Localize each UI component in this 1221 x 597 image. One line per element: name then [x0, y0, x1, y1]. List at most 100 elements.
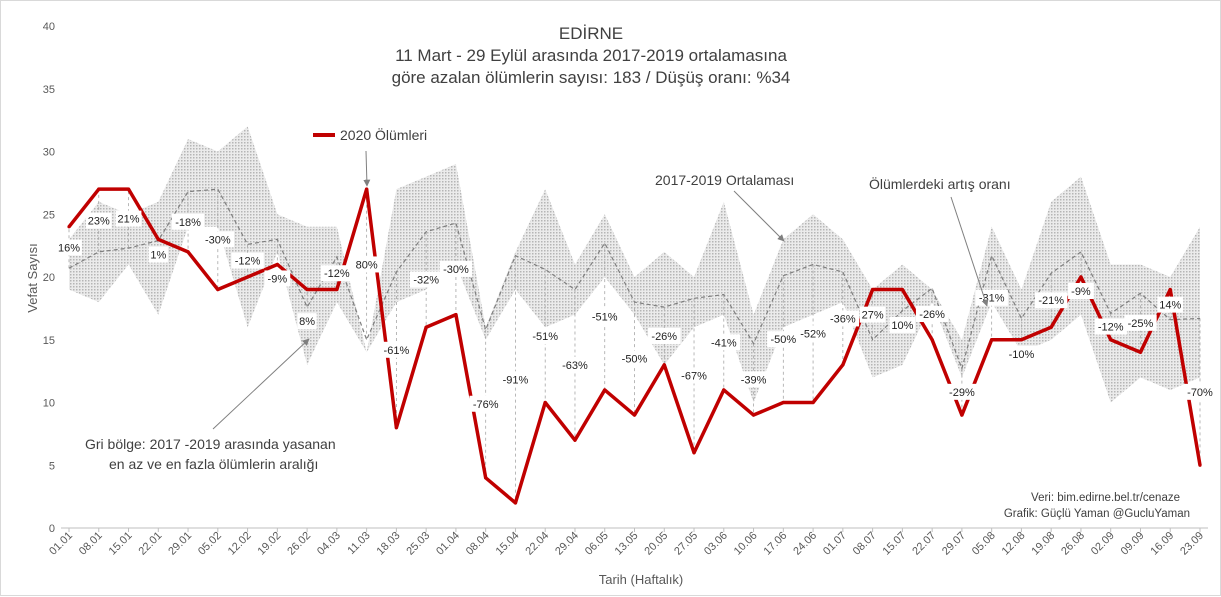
series-2020-point — [543, 400, 547, 405]
series-2020-point — [930, 338, 934, 342]
series-2020-point — [781, 400, 785, 405]
series-2020-point — [186, 250, 190, 254]
series-2020-point — [245, 275, 250, 279]
pct-label: -67% — [681, 371, 707, 383]
x-tick-label: 12.02 — [226, 530, 254, 558]
pct-label: -91% — [503, 374, 529, 386]
series-2020-point — [960, 413, 964, 417]
annotations: 2020 Ölümleri 2017-2019 Ortalaması Ölüml… — [85, 126, 1011, 472]
band-area — [69, 126, 1200, 403]
pct-label-bg — [353, 256, 380, 273]
pct-label-bg — [1034, 292, 1068, 309]
y-tick-label: 25 — [43, 209, 55, 221]
pct-label: 14% — [1159, 300, 1181, 312]
x-tick-label: 27.05 — [672, 530, 700, 558]
x-tick-label: 22.04 — [523, 530, 551, 558]
series-2020-point — [841, 363, 845, 367]
pct-label: -63% — [562, 360, 588, 372]
y-tick-label: 30 — [43, 147, 55, 159]
pct-label-bg — [1157, 296, 1184, 313]
y-tick-label: 20 — [43, 272, 55, 284]
x-tick-label: 26.02 — [285, 530, 313, 558]
pct-labels: 16% 23% 21% 1% -18% -30% -12% -9% 8% -12% 80% -61% -… — [56, 210, 1217, 412]
y-tick-label: 0 — [49, 523, 55, 535]
arrow-band — [212, 338, 310, 430]
x-tick-label: 20.05 — [642, 530, 670, 558]
x-tick-label: 04.03 — [315, 530, 343, 558]
pct-label: 80% — [356, 259, 378, 271]
pct-label-bg — [859, 306, 886, 323]
average-annotation: 2017-2019 Ortalaması — [655, 172, 794, 188]
pct-label-bg — [201, 231, 235, 248]
series-2020-point — [1138, 350, 1143, 354]
pct-label: -10% — [1009, 349, 1035, 361]
pct-label: 16% — [58, 243, 80, 255]
pct-label: 21% — [118, 214, 140, 226]
pct-label: -12% — [1098, 322, 1124, 334]
series-2020-point — [1168, 287, 1172, 292]
series-2020-point — [1019, 338, 1024, 342]
pct-label-bg — [889, 316, 916, 333]
pct-label: -9% — [268, 273, 288, 285]
band-annotation-line2: en az ve en fazla ölümlerin aralığı — [109, 456, 318, 472]
pct-label-bg — [439, 260, 473, 277]
x-tick-label: 11.03 — [345, 530, 372, 557]
pct-label-bg — [529, 327, 562, 344]
series-2020-point — [424, 325, 428, 329]
pct-label-bg — [85, 212, 112, 229]
pct-label: -26% — [919, 309, 945, 321]
series-2020-point — [811, 400, 815, 405]
x-axis-title: Tarih (Haftalık) — [599, 572, 684, 587]
series-2020-point — [1198, 463, 1202, 467]
x-tick-label: 09.09 — [1119, 530, 1147, 558]
pct-label: 1% — [150, 250, 166, 262]
series-2020-point — [365, 187, 369, 191]
legend-2020-label: 2020 Ölümleri — [340, 126, 427, 143]
pct-label-bg — [56, 239, 82, 256]
series-2020-point — [692, 451, 696, 455]
pct-label: -32% — [413, 275, 439, 287]
pct-label-bg — [558, 356, 592, 373]
x-tick-label: 19.08 — [1029, 530, 1057, 558]
pct-label: -9% — [1071, 286, 1091, 298]
x-tick-label: 10.06 — [732, 530, 760, 558]
pct-label-bg — [945, 383, 979, 400]
x-tick-label: 16.09 — [1148, 530, 1176, 558]
x-tick-label: 23.09 — [1178, 530, 1206, 558]
pct-label: -76% — [473, 399, 499, 411]
x-tick-label: 26.08 — [1059, 530, 1087, 558]
average-line — [68, 188, 1201, 371]
pct-label: -26% — [651, 331, 677, 343]
pct-label: -30% — [205, 234, 231, 246]
x-tick-label: 12.08 — [1000, 530, 1028, 558]
x-tick-label: 29.07 — [940, 530, 968, 558]
pct-label-bg — [499, 371, 532, 388]
series-2020-point — [335, 287, 339, 292]
pct-label-bg — [707, 334, 740, 351]
pct-label: -12% — [235, 256, 261, 268]
series-2020-point — [1049, 325, 1053, 329]
x-tick-label: 25.03 — [404, 530, 432, 558]
pct-label: -70% — [1187, 387, 1213, 399]
series-2020-point — [394, 426, 398, 430]
pct-label: -29% — [949, 387, 975, 399]
title-line-1: EDİRNE — [559, 24, 623, 43]
pct-label-bg — [231, 252, 264, 269]
x-tick-label: 22.07 — [910, 530, 938, 558]
pct-label-bg — [320, 265, 354, 282]
pct-label-bg — [1124, 314, 1157, 331]
pct-label-bg — [588, 308, 621, 325]
pct-label: -25% — [1128, 318, 1154, 330]
drop-lines — [68, 189, 1201, 503]
arrow-average — [733, 190, 785, 242]
pct-label: -21% — [1038, 295, 1064, 307]
pct-label-bg — [380, 341, 413, 358]
series-2020-point — [722, 388, 726, 392]
pct-label: -36% — [830, 313, 856, 325]
x-tick-label: 05.08 — [970, 530, 998, 558]
pct-label-bg — [264, 270, 291, 287]
x-tick-label: 08.07 — [851, 530, 879, 558]
x-tick-label: 05.02 — [196, 530, 224, 558]
